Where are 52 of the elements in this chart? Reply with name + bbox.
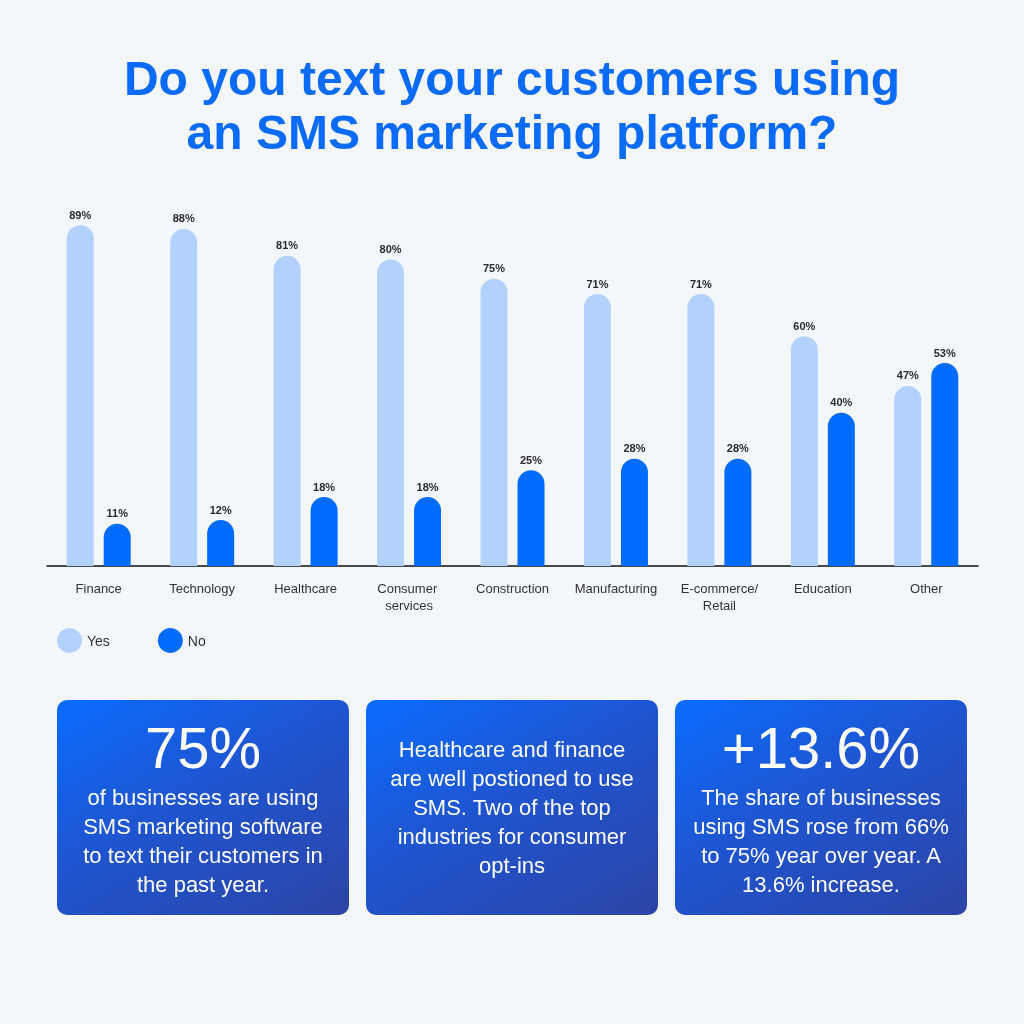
data-label: 28% bbox=[726, 442, 750, 455]
bar bbox=[66, 225, 94, 566]
data-label: 53% bbox=[933, 346, 956, 359]
data-label: 25% bbox=[519, 453, 543, 466]
legend-label: Yes bbox=[87, 632, 110, 649]
bar bbox=[827, 412, 855, 566]
data-label: 71% bbox=[689, 277, 713, 290]
data-label: 60% bbox=[793, 319, 816, 332]
x-tick-label: Other bbox=[910, 581, 944, 596]
bar bbox=[894, 385, 922, 566]
bar bbox=[620, 458, 648, 566]
bar bbox=[377, 259, 405, 566]
x-tick-label: E-commerce/Retail bbox=[680, 581, 759, 613]
bar bbox=[310, 497, 338, 566]
bar bbox=[273, 255, 301, 566]
bar bbox=[724, 458, 752, 566]
data-label: 81% bbox=[276, 239, 299, 252]
data-label: 47% bbox=[896, 369, 919, 382]
data-label: 75% bbox=[482, 262, 506, 275]
data-label: 80% bbox=[379, 243, 402, 256]
bar bbox=[517, 470, 545, 566]
x-tick-label: Healthcare bbox=[274, 581, 338, 596]
x-tick-label: Consumer services bbox=[377, 581, 441, 613]
text: The share of businesses using SMS rose from 66% to 75% year over year. A 13.6% increase. bbox=[692, 783, 950, 899]
bar bbox=[790, 336, 818, 566]
chart-title: Do you text your customers using an SMS marketing platform? bbox=[122, 52, 902, 160]
text: +13.6% bbox=[721, 714, 921, 780]
data-label: 89% bbox=[69, 208, 92, 221]
bar bbox=[170, 228, 198, 566]
x-tick-label: Manufacturing bbox=[574, 581, 658, 596]
bar bbox=[931, 363, 959, 566]
data-label: 28% bbox=[623, 442, 646, 455]
bar bbox=[687, 294, 715, 566]
bar bbox=[207, 520, 235, 566]
data-label: 40% bbox=[830, 396, 853, 409]
text: Healthcare and finance are well postioned to use SMS. Two of the top industries for consumer opt-ins bbox=[389, 736, 635, 880]
text: 75% bbox=[144, 714, 262, 780]
data-label: 12% bbox=[209, 503, 232, 516]
data-label: 18% bbox=[416, 480, 439, 493]
x-tick-label: Finance bbox=[75, 581, 122, 596]
x-tick-label: Technology bbox=[169, 581, 236, 596]
text: of businesses are using SMS marketing software to text their customers in the past year. bbox=[82, 783, 324, 899]
x-tick-label: Education bbox=[793, 581, 852, 596]
data-label: 11% bbox=[106, 507, 129, 520]
bar bbox=[583, 294, 611, 566]
data-label: 71% bbox=[586, 277, 609, 290]
legend-label: No bbox=[187, 632, 206, 649]
bar bbox=[414, 497, 442, 566]
data-label: 18% bbox=[313, 480, 336, 493]
data-label: 88% bbox=[172, 212, 195, 225]
x-tick-label: Construction bbox=[476, 581, 549, 596]
bar bbox=[480, 278, 508, 566]
